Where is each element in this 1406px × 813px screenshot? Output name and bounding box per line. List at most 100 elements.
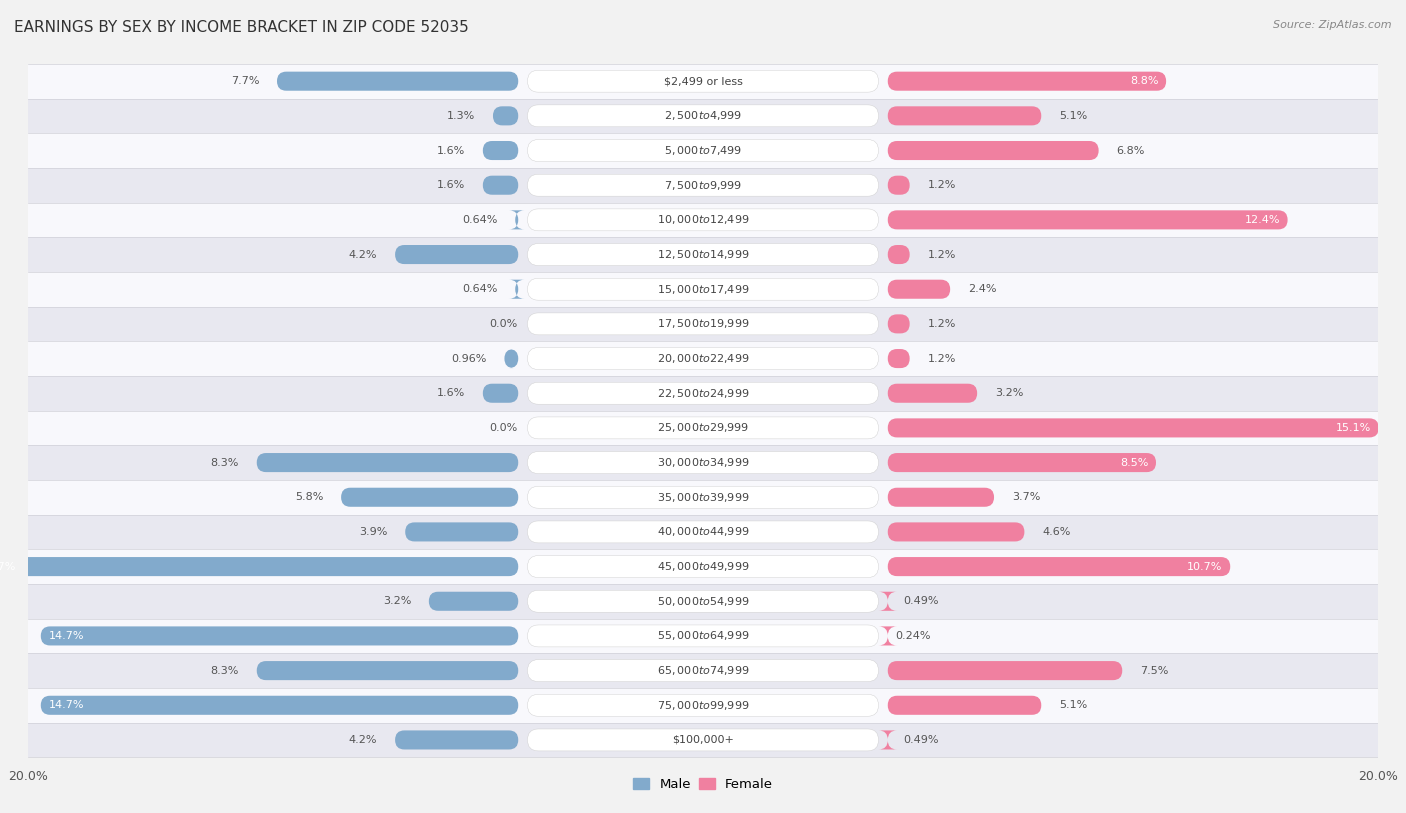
- Bar: [28, 619, 1378, 654]
- Text: 10.7%: 10.7%: [1187, 562, 1223, 572]
- Text: 15.1%: 15.1%: [1336, 423, 1371, 433]
- Text: 12.4%: 12.4%: [1244, 215, 1279, 225]
- FancyBboxPatch shape: [887, 488, 994, 506]
- Bar: [28, 584, 1378, 619]
- Text: 1.6%: 1.6%: [437, 180, 465, 190]
- Text: $50,000 to $54,999: $50,000 to $54,999: [657, 595, 749, 608]
- Bar: [28, 64, 1378, 98]
- Text: 0.24%: 0.24%: [896, 631, 931, 641]
- FancyBboxPatch shape: [527, 348, 879, 370]
- FancyBboxPatch shape: [527, 140, 879, 162]
- Text: 16.7%: 16.7%: [0, 562, 17, 572]
- FancyBboxPatch shape: [527, 244, 879, 266]
- Text: 8.3%: 8.3%: [211, 666, 239, 676]
- Text: 5.8%: 5.8%: [295, 492, 323, 502]
- Bar: [28, 411, 1378, 446]
- FancyBboxPatch shape: [527, 486, 879, 508]
- Text: $10,000 to $12,499: $10,000 to $12,499: [657, 213, 749, 226]
- FancyBboxPatch shape: [527, 729, 879, 751]
- Text: 14.7%: 14.7%: [48, 631, 84, 641]
- FancyBboxPatch shape: [395, 730, 519, 750]
- Text: $75,000 to $99,999: $75,000 to $99,999: [657, 699, 749, 711]
- Text: $5,000 to $7,499: $5,000 to $7,499: [664, 144, 742, 157]
- FancyBboxPatch shape: [505, 349, 519, 368]
- Bar: [28, 480, 1378, 515]
- Bar: [28, 550, 1378, 584]
- Text: 0.64%: 0.64%: [463, 215, 498, 225]
- FancyBboxPatch shape: [887, 72, 1166, 91]
- FancyBboxPatch shape: [527, 105, 879, 127]
- Legend: Male, Female: Male, Female: [627, 773, 779, 797]
- Text: 3.2%: 3.2%: [382, 596, 411, 606]
- FancyBboxPatch shape: [395, 245, 519, 264]
- Text: 3.2%: 3.2%: [995, 389, 1024, 398]
- Text: 8.5%: 8.5%: [1121, 458, 1149, 467]
- Text: 1.6%: 1.6%: [437, 146, 465, 155]
- Text: $35,000 to $39,999: $35,000 to $39,999: [657, 491, 749, 504]
- Text: 14.7%: 14.7%: [48, 700, 84, 711]
- Text: $22,500 to $24,999: $22,500 to $24,999: [657, 387, 749, 400]
- Text: 4.2%: 4.2%: [349, 735, 377, 745]
- FancyBboxPatch shape: [527, 313, 879, 335]
- Text: 3.7%: 3.7%: [1012, 492, 1040, 502]
- FancyBboxPatch shape: [887, 245, 910, 264]
- FancyBboxPatch shape: [482, 141, 519, 160]
- Bar: [28, 376, 1378, 411]
- FancyBboxPatch shape: [0, 557, 519, 576]
- Text: $17,500 to $19,999: $17,500 to $19,999: [657, 317, 749, 330]
- Text: 7.5%: 7.5%: [1140, 666, 1168, 676]
- Text: Source: ZipAtlas.com: Source: ZipAtlas.com: [1274, 20, 1392, 30]
- Text: 1.2%: 1.2%: [928, 250, 956, 259]
- Text: $40,000 to $44,999: $40,000 to $44,999: [657, 525, 749, 538]
- Text: $25,000 to $29,999: $25,000 to $29,999: [657, 421, 749, 434]
- Text: 1.6%: 1.6%: [437, 389, 465, 398]
- Bar: [28, 98, 1378, 133]
- Text: 5.1%: 5.1%: [1059, 700, 1087, 711]
- Text: $20,000 to $22,499: $20,000 to $22,499: [657, 352, 749, 365]
- FancyBboxPatch shape: [509, 280, 524, 298]
- Text: $12,500 to $14,999: $12,500 to $14,999: [657, 248, 749, 261]
- Text: $15,000 to $17,499: $15,000 to $17,499: [657, 283, 749, 296]
- FancyBboxPatch shape: [527, 694, 879, 716]
- FancyBboxPatch shape: [257, 661, 519, 680]
- Text: $7,500 to $9,999: $7,500 to $9,999: [664, 179, 742, 192]
- Bar: [28, 202, 1378, 237]
- Text: 0.0%: 0.0%: [489, 319, 517, 329]
- FancyBboxPatch shape: [887, 453, 1156, 472]
- Text: $65,000 to $74,999: $65,000 to $74,999: [657, 664, 749, 677]
- Text: EARNINGS BY SEX BY INCOME BRACKET IN ZIP CODE 52035: EARNINGS BY SEX BY INCOME BRACKET IN ZIP…: [14, 20, 468, 35]
- FancyBboxPatch shape: [342, 488, 519, 506]
- FancyBboxPatch shape: [887, 107, 1042, 125]
- Text: $45,000 to $49,999: $45,000 to $49,999: [657, 560, 749, 573]
- FancyBboxPatch shape: [527, 625, 879, 647]
- FancyBboxPatch shape: [887, 315, 910, 333]
- FancyBboxPatch shape: [482, 176, 519, 195]
- FancyBboxPatch shape: [887, 661, 1122, 680]
- FancyBboxPatch shape: [887, 557, 1230, 576]
- FancyBboxPatch shape: [527, 555, 879, 577]
- Text: $100,000+: $100,000+: [672, 735, 734, 745]
- FancyBboxPatch shape: [527, 417, 879, 439]
- Text: 7.7%: 7.7%: [231, 76, 259, 86]
- Text: 1.2%: 1.2%: [928, 354, 956, 363]
- Text: 1.3%: 1.3%: [447, 111, 475, 121]
- FancyBboxPatch shape: [879, 592, 897, 611]
- FancyBboxPatch shape: [257, 453, 519, 472]
- FancyBboxPatch shape: [527, 590, 879, 612]
- FancyBboxPatch shape: [887, 419, 1379, 437]
- Bar: [28, 688, 1378, 723]
- Text: 0.49%: 0.49%: [904, 596, 939, 606]
- FancyBboxPatch shape: [527, 521, 879, 543]
- FancyBboxPatch shape: [429, 592, 519, 611]
- FancyBboxPatch shape: [277, 72, 519, 91]
- FancyBboxPatch shape: [494, 107, 519, 125]
- Text: $55,000 to $64,999: $55,000 to $64,999: [657, 629, 749, 642]
- Text: 4.2%: 4.2%: [349, 250, 377, 259]
- Bar: [28, 133, 1378, 167]
- FancyBboxPatch shape: [527, 209, 879, 231]
- Text: $2,499 or less: $2,499 or less: [664, 76, 742, 86]
- FancyBboxPatch shape: [887, 523, 1025, 541]
- FancyBboxPatch shape: [879, 730, 897, 750]
- Text: 6.8%: 6.8%: [1116, 146, 1144, 155]
- Text: 5.1%: 5.1%: [1059, 111, 1087, 121]
